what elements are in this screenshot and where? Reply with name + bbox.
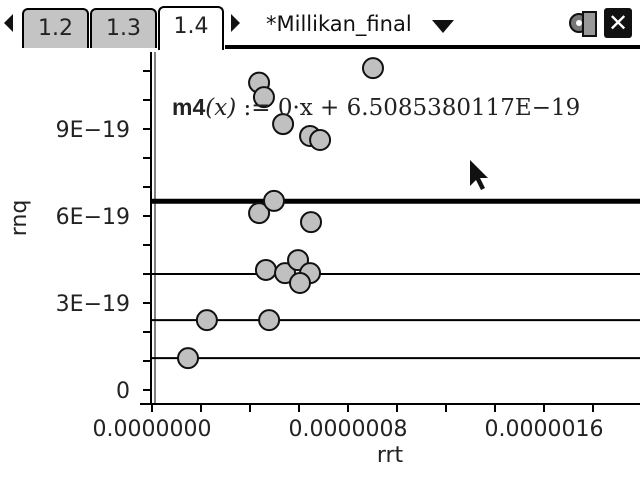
scroll-left-arrow-icon[interactable] [4, 14, 13, 32]
document-title[interactable]: *Millikan_final [266, 12, 412, 36]
header-divider [225, 45, 640, 49]
scroll-right-arrow-icon[interactable] [231, 14, 240, 32]
data-point [288, 271, 311, 294]
function-label[interactable]: m4(x) := 0·x + 6.5085380117E−19 [172, 94, 580, 121]
function-name: m4 [172, 94, 206, 120]
y-axis-label: rnq [7, 200, 32, 237]
tick-labels: 0.0000000 0.0000008 0.0000016 0 3E−19 6E−19 9E… [56, 118, 604, 442]
y-tick-label: 9E−19 [56, 118, 130, 143]
y-tick-label: 6E−19 [56, 205, 130, 230]
data-point [274, 262, 297, 285]
data-point [258, 309, 281, 332]
data-point [248, 202, 271, 225]
tab-1-3[interactable]: 1.3 [90, 8, 157, 48]
y-tick-label: 3E−19 [56, 292, 130, 317]
data-point [361, 57, 384, 80]
x-axis-label: rrt [377, 443, 404, 468]
data-point [300, 211, 323, 234]
x-tick-label: 0.0000008 [289, 417, 408, 442]
tab-bar: 1.2 1.3 1.4 *Millikan_final ✕ [0, 0, 640, 50]
x-tick-label: 0.0000016 [485, 417, 604, 442]
data-point [195, 309, 218, 332]
tab-1-2[interactable]: 1.2 [22, 8, 89, 48]
axes [140, 52, 640, 412]
dropdown-triangle-icon[interactable] [432, 20, 454, 33]
tab-1-4[interactable]: 1.4 [158, 6, 224, 50]
function-definition: := 0·x + 6.5085380117E−19 [236, 95, 581, 121]
settings-gear-icon[interactable] [568, 8, 598, 38]
data-point [309, 129, 332, 152]
data-point [254, 258, 277, 281]
mouse-cursor-icon [470, 160, 488, 190]
data-point [252, 86, 275, 109]
y-tick-label: 0 [116, 379, 130, 404]
function-arg: (x) [205, 95, 237, 121]
close-button[interactable]: ✕ [604, 8, 632, 38]
x-tick-label: 0.0000000 [93, 417, 212, 442]
data-point [177, 347, 200, 370]
data-point [272, 113, 295, 136]
data-point [263, 189, 286, 212]
function-lines [152, 198, 640, 360]
data-points [177, 57, 384, 370]
